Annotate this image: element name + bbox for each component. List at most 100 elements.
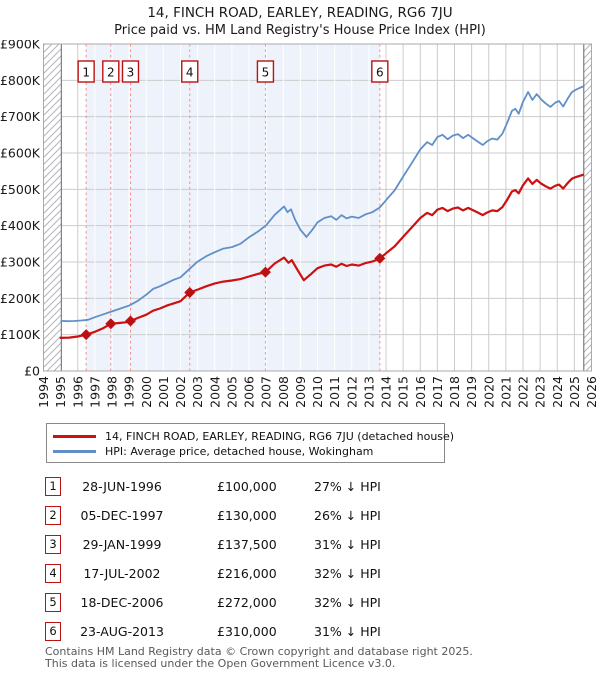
- license-line-1: Contains HM Land Registry data © Crown c…: [45, 645, 473, 658]
- sale-hpi-delta: 26% ↓ HPI: [314, 508, 381, 523]
- sale-flag-3: [121, 60, 140, 83]
- x-axis-label: 2001: [156, 376, 171, 408]
- x-axis-label: 2012: [344, 376, 359, 408]
- sale-number-badge: 3: [45, 535, 61, 554]
- sale-price: £272,000: [217, 595, 277, 610]
- sale-flag-number: 1: [82, 66, 90, 80]
- legend-item-property: 14, FINCH ROAD, EARLEY, READING, RG6 7JU…: [53, 429, 454, 444]
- sale-marker-5: [259, 266, 271, 278]
- sale-flag-number: 5: [262, 66, 270, 80]
- sale-hpi-delta: 31% ↓ HPI: [314, 537, 381, 552]
- y-axis-label: £600K: [0, 146, 41, 161]
- sale-row-2: 2 05-DEC-1997 £130,000 26% ↓ HPI: [0, 501, 600, 530]
- legend-item-hpi: HPI: Average price, detached house, Woki…: [53, 444, 444, 459]
- x-axis-label: 1996: [70, 376, 85, 408]
- sale-flag-number: 4: [186, 66, 194, 80]
- x-axis-label: 2025: [567, 376, 582, 408]
- x-axis-label: 2009: [293, 376, 308, 408]
- x-axis-label: 2024: [550, 376, 565, 408]
- x-axis-label: 2023: [533, 376, 548, 408]
- sale-hpi-delta: 27% ↓ HPI: [314, 479, 381, 494]
- y-axis-label: £400K: [0, 218, 41, 233]
- sale-row-4: 4 17-JUL-2002 £216,000 32% ↓ HPI: [0, 559, 600, 588]
- page-title: 14, FINCH ROAD, EARLEY, READING, RG6 7JU: [147, 5, 453, 21]
- x-axis-label: 2017: [430, 376, 445, 408]
- sale-price: £310,000: [217, 624, 277, 639]
- sale-number-badge: 5: [45, 593, 61, 612]
- sale-row-1: 1 28-JUN-1996 £100,000 27% ↓ HPI: [0, 472, 600, 501]
- x-axis-label: 1999: [122, 376, 137, 408]
- x-axis-label: 2003: [190, 376, 205, 408]
- plot-border: [43, 43, 592, 372]
- sale-row-6: 6 23-AUG-2013 £310,000 31% ↓ HPI: [0, 617, 600, 646]
- x-axis-label: 2000: [139, 376, 154, 408]
- sale-flag-number: 3: [127, 66, 135, 80]
- price-chart-svg: £0 £100K £200K £300K £400K £500K £600K £700K £80…: [0, 40, 599, 408]
- property-price-line: [59, 173, 585, 339]
- x-axis-label: 1998: [105, 376, 120, 408]
- x-axis-label: 2013: [361, 376, 376, 408]
- sale-marker-6: [374, 252, 386, 264]
- sale-flag-number: 2: [107, 66, 115, 80]
- x-axis-label: 2008: [276, 376, 291, 408]
- x-axis-label: 2020: [481, 376, 496, 408]
- x-axis-label: 2011: [327, 376, 342, 408]
- sale-row-5: 5 18-DEC-2006 £272,000 32% ↓ HPI: [0, 588, 600, 617]
- sale-price: £130,000: [217, 508, 277, 523]
- x-axis-label: 2002: [173, 376, 188, 408]
- y-axis-label: £500K: [0, 182, 41, 197]
- sale-date: 29-JAN-1999: [82, 537, 162, 552]
- sale-date: 28-JUN-1996: [82, 479, 162, 494]
- sale-hpi-delta: 32% ↓ HPI: [314, 595, 381, 610]
- y-axis-label: £100K: [0, 327, 41, 342]
- sale-flag-6: [371, 60, 389, 83]
- x-axis-label: 1997: [87, 376, 102, 408]
- page-subtitle: Price paid vs. HM Land Registry's House …: [114, 23, 486, 38]
- y-axis-label: £300K: [0, 255, 41, 270]
- x-axis-label: 1995: [53, 376, 68, 408]
- sale-number-badge: 4: [45, 564, 61, 583]
- x-axis-label: 2010: [310, 376, 325, 408]
- sale-date: 18-DEC-2006: [80, 595, 164, 610]
- y-axis-label: £200K: [0, 291, 41, 306]
- x-axis-label: 2014: [379, 376, 394, 408]
- sale-number-badge: 6: [45, 622, 61, 641]
- y-axis-label: £800K: [0, 73, 41, 88]
- property-line-swatch: [53, 435, 96, 438]
- hpi-line-swatch: [53, 450, 96, 453]
- sale-flag-5: [256, 60, 275, 83]
- x-axis-label: 2026: [584, 376, 599, 408]
- sale-price: £216,000: [217, 566, 277, 581]
- sale-hpi-delta: 32% ↓ HPI: [314, 566, 381, 581]
- x-axis-label: 2005: [224, 376, 239, 408]
- x-axis-label: 2016: [413, 376, 428, 408]
- x-axis-label: 2021: [498, 376, 513, 408]
- x-axis-label: 2022: [516, 376, 531, 408]
- y-axis-label: £700K: [0, 109, 41, 124]
- x-axis-label: 2018: [447, 376, 462, 408]
- sale-date: 17-JUL-2002: [83, 566, 161, 581]
- sale-flag-2: [102, 60, 120, 83]
- sale-flag-1: [77, 60, 95, 83]
- sale-marker-3: [124, 315, 136, 327]
- sale-price: £100,000: [217, 479, 277, 494]
- no-data-hatch: [43, 44, 62, 371]
- x-axis-label: 1994: [36, 376, 51, 408]
- x-axis-label: 2006: [242, 376, 257, 408]
- sale-date: 23-AUG-2013: [80, 624, 164, 639]
- y-axis-label: £0: [24, 364, 40, 379]
- sale-flag-4: [181, 60, 199, 83]
- property-legend-label: 14, FINCH ROAD, EARLEY, READING, RG6 7JU…: [105, 430, 455, 443]
- y-axis-label: £900K: [0, 40, 41, 52]
- sale-marker-4: [184, 287, 196, 299]
- sales-table: 1 28-JUN-1996 £100,000 27% ↓ HPI 2 05-DE…: [0, 472, 600, 646]
- sale-number-badge: 2: [45, 506, 61, 525]
- hpi-line: [60, 85, 584, 323]
- hpi-legend-label: HPI: Average price, detached house, Woki…: [105, 445, 374, 458]
- x-axis-label: 2015: [396, 376, 411, 408]
- sale-marker-1: [80, 329, 92, 341]
- sale-period-shading: [86, 44, 380, 371]
- no-data-hatch: [583, 44, 592, 371]
- sale-number-badge: 1: [45, 477, 61, 496]
- x-axis-label: 2004: [207, 376, 222, 408]
